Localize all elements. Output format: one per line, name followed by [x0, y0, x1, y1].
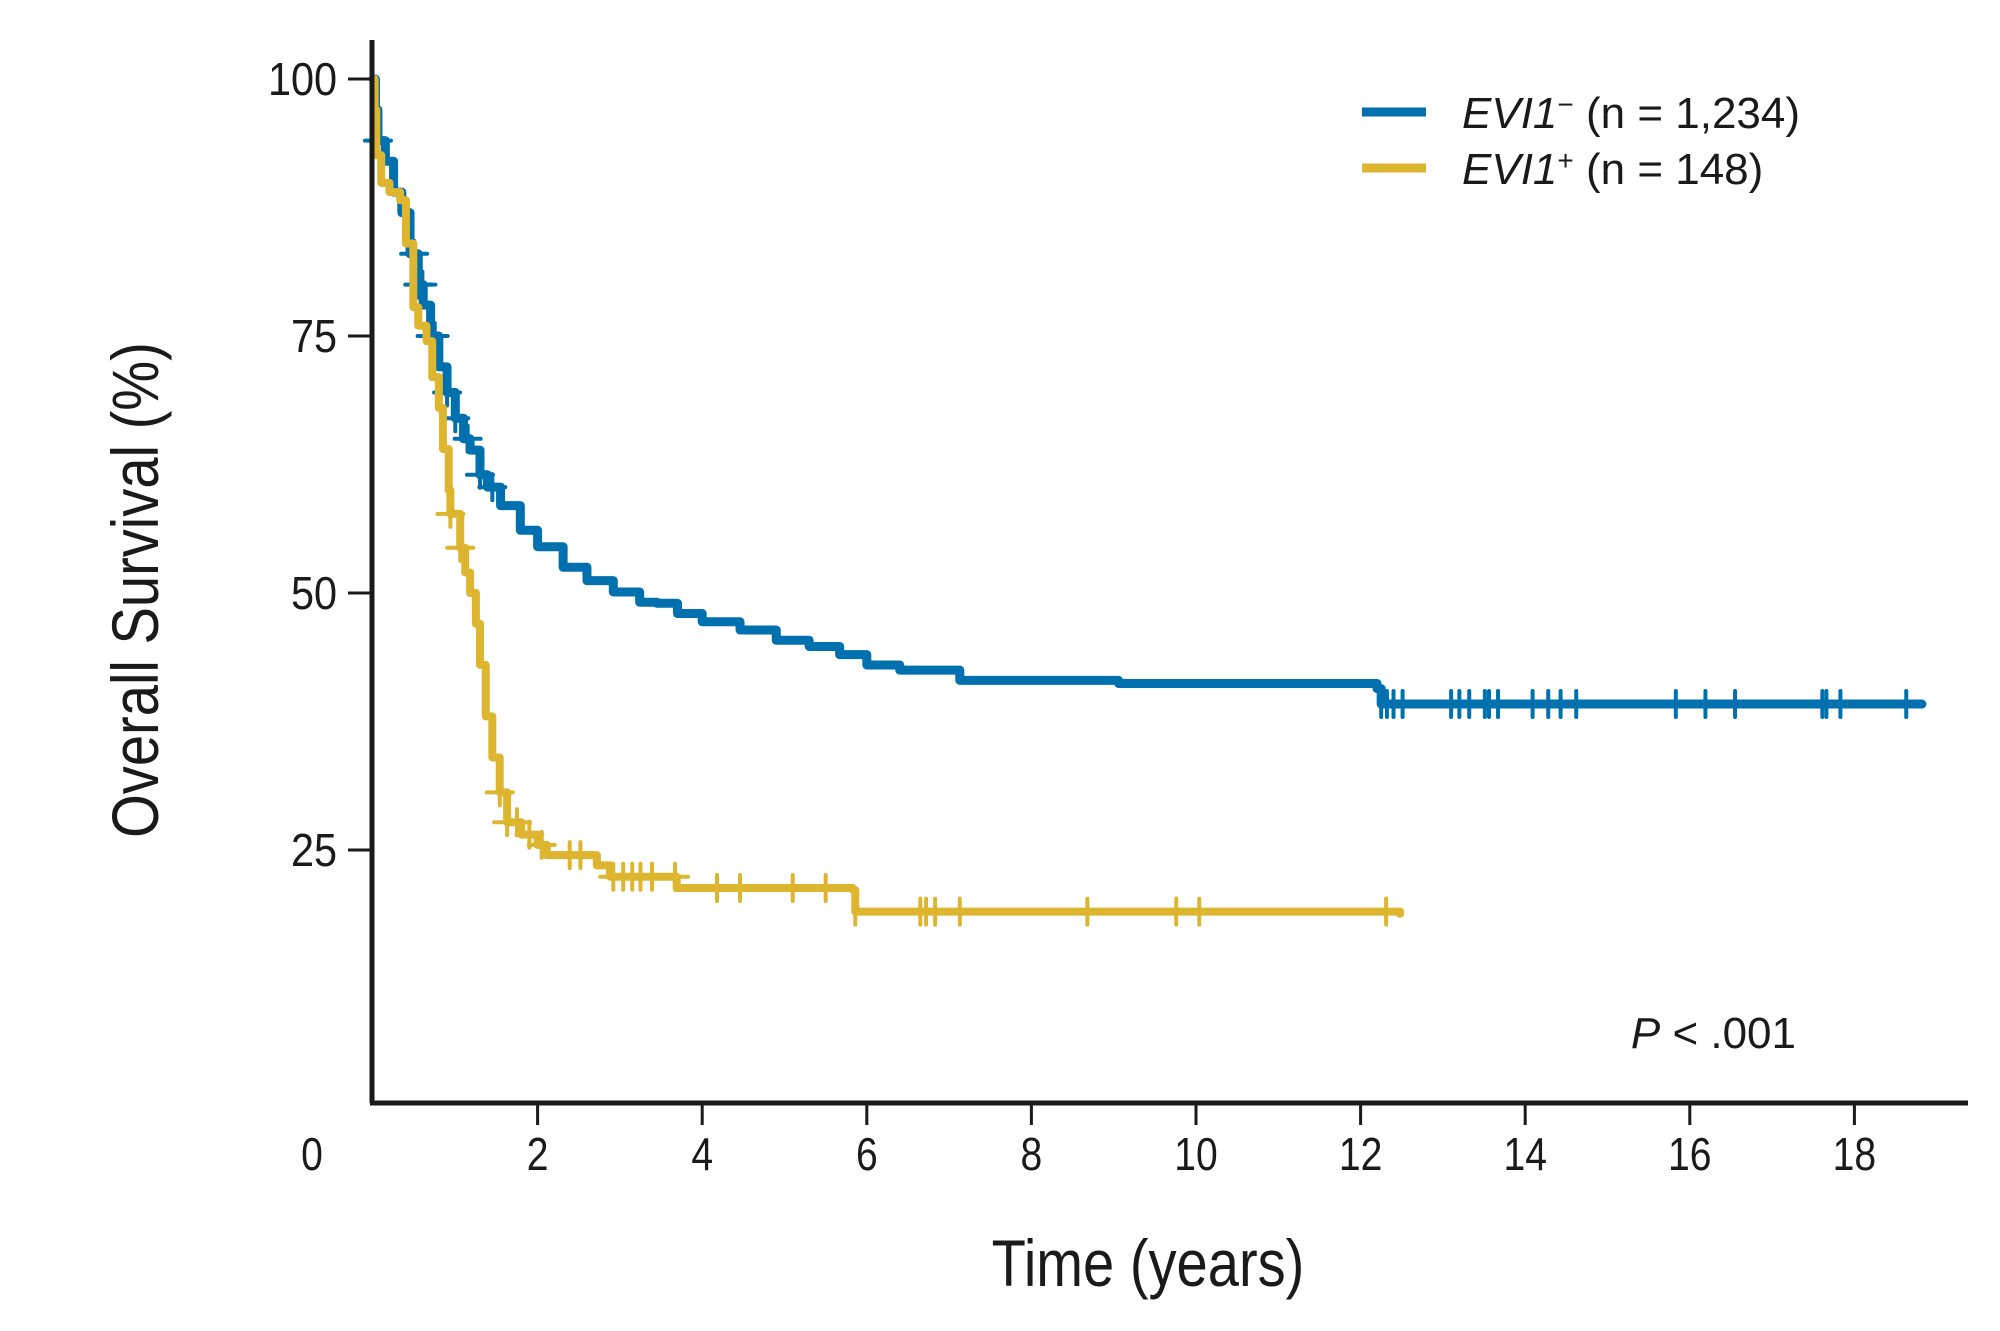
p-value-letter: P	[1631, 1009, 1661, 1058]
series-evi1-positive	[369, 75, 1405, 927]
x-tick-label: 14	[1503, 1129, 1546, 1181]
x-ticks: 0 2 4 6 8 10 12 14 16 18	[301, 1103, 1876, 1181]
x-tick-label: 6	[856, 1129, 878, 1181]
y-tick-label: 50	[291, 568, 337, 620]
y-tick-label: 100	[268, 54, 337, 106]
legend-label: EVI1+ (n = 148)	[1462, 145, 1763, 194]
x-tick-label: 8	[1021, 1129, 1043, 1181]
p-value-annotation: P < .001	[1631, 1009, 1796, 1058]
x-tick-label: 2	[527, 1129, 549, 1181]
y-ticks: 25 50 75 100	[268, 54, 372, 877]
legend: EVI1− (n = 1,234) EVI1+ (n = 148)	[1362, 89, 1800, 194]
x-tick-label: 0	[301, 1129, 323, 1181]
x-tick-label: 16	[1668, 1129, 1711, 1181]
y-tick-label: 75	[291, 311, 337, 363]
survival-curve	[369, 75, 1405, 918]
y-axis-title: Overall Survival (%)	[99, 342, 172, 838]
y-tick-label: 25	[291, 825, 337, 877]
legend-label: EVI1− (n = 1,234)	[1462, 89, 1800, 138]
x-axis-title: Time (years)	[992, 1227, 1305, 1300]
x-tick-label: 18	[1833, 1129, 1876, 1181]
x-tick-label: 4	[691, 1129, 713, 1181]
plot-series	[362, 74, 1927, 927]
x-tick-label: 12	[1339, 1129, 1382, 1181]
p-value-text: < .001	[1660, 1009, 1796, 1058]
x-tick-label: 10	[1174, 1129, 1217, 1181]
